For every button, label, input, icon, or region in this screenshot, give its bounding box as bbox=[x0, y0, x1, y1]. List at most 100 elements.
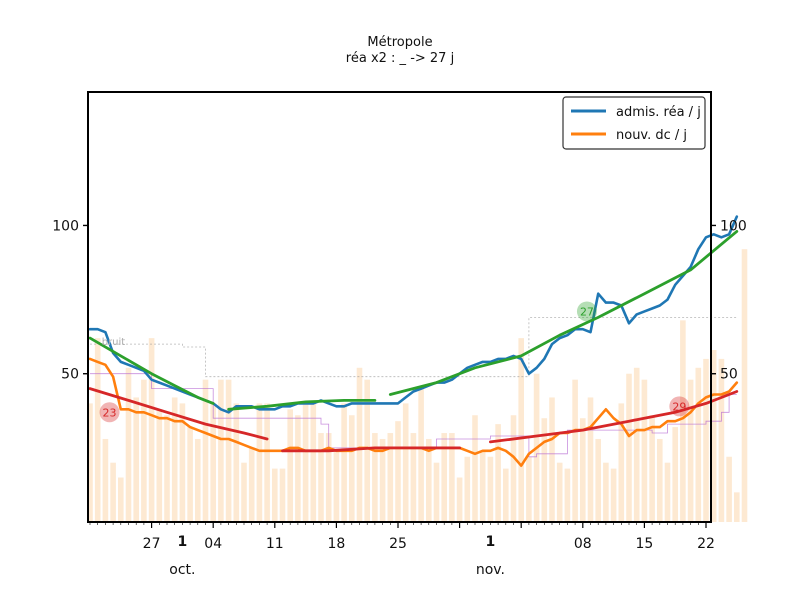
background-bar bbox=[503, 468, 509, 522]
background-bar bbox=[325, 433, 332, 522]
background-bar bbox=[202, 379, 209, 522]
background-bar bbox=[349, 415, 355, 522]
background-bar bbox=[225, 379, 232, 522]
background-bars bbox=[87, 249, 748, 522]
background-bar bbox=[387, 433, 394, 522]
y-tick-label-left: 100 bbox=[52, 218, 79, 234]
x-tick-label: 27 bbox=[143, 536, 161, 552]
background-bar bbox=[218, 379, 224, 522]
plot-frame bbox=[87, 91, 712, 523]
background-bar bbox=[402, 403, 409, 522]
background-bar bbox=[618, 403, 625, 522]
background-bar bbox=[279, 468, 286, 522]
annotation-badge bbox=[99, 402, 120, 423]
background-bar bbox=[433, 462, 440, 522]
background-bar bbox=[171, 397, 178, 522]
background-bar bbox=[456, 477, 463, 522]
background-bar bbox=[248, 447, 255, 522]
legend-label-1: nouv. dc / j bbox=[616, 128, 687, 143]
annotation-badge bbox=[576, 301, 597, 322]
annotation-label: bruit bbox=[102, 337, 126, 348]
background-bar bbox=[564, 468, 571, 522]
background-bar bbox=[472, 415, 478, 522]
chart-subtitle: réa x2 : _ -> 27 j bbox=[346, 51, 454, 66]
background-bar bbox=[672, 427, 678, 522]
background-bar bbox=[703, 358, 709, 522]
background-bar bbox=[179, 403, 186, 522]
background-bar bbox=[133, 397, 139, 522]
annotation-label: 29 bbox=[672, 400, 686, 413]
background-bar bbox=[664, 462, 671, 522]
background-bar bbox=[379, 438, 386, 522]
background-bar bbox=[549, 397, 555, 522]
trend-line bbox=[488, 390, 739, 444]
background-bar bbox=[495, 424, 501, 522]
background-bar bbox=[641, 379, 648, 522]
y-axis: 50 50 100 100 bbox=[52, 218, 746, 382]
background-bar bbox=[287, 409, 293, 522]
background-bar bbox=[710, 350, 717, 522]
background-bar bbox=[541, 418, 548, 522]
noise-step-line bbox=[90, 316, 737, 378]
x-tick-label: 18 bbox=[327, 536, 345, 552]
background-bar bbox=[626, 373, 632, 522]
background-bar bbox=[718, 358, 725, 522]
trend-line bbox=[388, 229, 739, 396]
background-bar bbox=[94, 338, 101, 522]
background-bar bbox=[156, 409, 163, 522]
background-bar bbox=[418, 388, 424, 522]
background-bar bbox=[333, 450, 340, 522]
background-bar bbox=[364, 379, 370, 522]
trend-line bbox=[227, 398, 377, 411]
annotation-label: 23 bbox=[103, 406, 117, 419]
y-tick-label-right: 50 bbox=[720, 367, 738, 383]
annotation-label: 27 bbox=[580, 305, 594, 318]
background-bar bbox=[734, 492, 740, 522]
annotation-badge bbox=[669, 396, 690, 417]
chart-title: Métropole bbox=[367, 35, 432, 50]
noise-step-line bbox=[90, 373, 737, 458]
background-bar bbox=[726, 456, 732, 522]
background-bar bbox=[449, 433, 455, 522]
trend-line bbox=[88, 336, 215, 405]
background-bar bbox=[395, 421, 401, 522]
noise-steps bbox=[90, 316, 737, 458]
background-bar bbox=[657, 438, 663, 522]
background-bar bbox=[102, 438, 109, 522]
month-marker: 1 bbox=[178, 534, 188, 550]
x-tick-label: 25 bbox=[389, 536, 407, 552]
x-tick-label: 22 bbox=[697, 536, 715, 552]
background-bar bbox=[318, 433, 324, 522]
background-bar bbox=[187, 427, 193, 522]
background-bar bbox=[356, 367, 363, 522]
y-tick-label-right: 100 bbox=[720, 218, 747, 234]
background-bar bbox=[610, 468, 617, 522]
background-bar bbox=[680, 320, 686, 522]
background-bar bbox=[556, 462, 563, 522]
background-bar bbox=[110, 462, 116, 522]
background-bar bbox=[518, 338, 524, 522]
background-bar bbox=[125, 367, 132, 522]
background-bar bbox=[272, 468, 278, 522]
background-bar bbox=[87, 403, 93, 522]
legend: admis. réa / j nouv. dc / j bbox=[562, 96, 706, 150]
month-label: oct. bbox=[169, 562, 195, 578]
background-bar bbox=[479, 450, 486, 522]
background-bar bbox=[141, 379, 147, 522]
background-bar bbox=[372, 433, 378, 522]
background-bar bbox=[233, 403, 240, 522]
x-tick-label: 08 bbox=[574, 536, 592, 552]
series-line-0 bbox=[88, 215, 739, 414]
x-tick-label: 11 bbox=[266, 536, 284, 552]
background-bar bbox=[164, 415, 170, 522]
background-bar bbox=[464, 456, 471, 522]
x-tick-label: 04 bbox=[204, 536, 222, 552]
background-bar bbox=[195, 438, 201, 522]
x-tick-label: 15 bbox=[635, 536, 653, 552]
background-bar bbox=[210, 403, 216, 522]
legend-label-0: admis. réa / j bbox=[616, 105, 701, 120]
background-bar bbox=[649, 415, 655, 522]
x-axis: 27 04 11 18 25 08 15 22 1 oct. 1 nov. bbox=[89, 522, 715, 578]
background-bar bbox=[487, 456, 494, 522]
background-bar bbox=[580, 418, 586, 522]
